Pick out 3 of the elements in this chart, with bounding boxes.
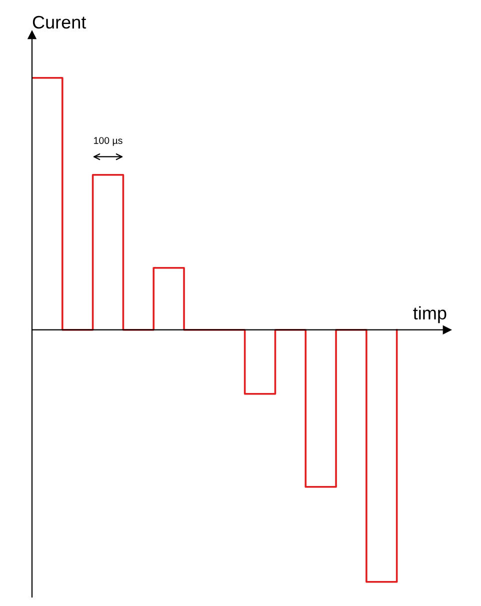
y-axis-title: Curent (32, 16, 86, 29)
annotation: 100 µs (94, 137, 122, 146)
x-axis-title: timp (413, 306, 446, 324)
